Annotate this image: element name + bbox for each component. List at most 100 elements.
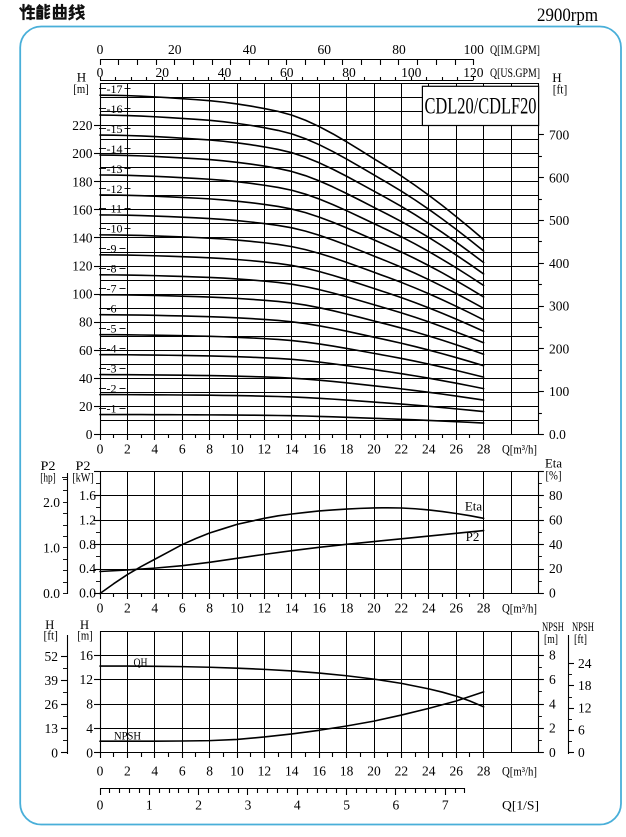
svg-text:24: 24: [422, 442, 436, 457]
svg-text:-5: -5: [107, 322, 117, 336]
svg-text:52: 52: [45, 649, 59, 664]
svg-text:39: 39: [45, 673, 59, 688]
svg-text:Q[1/S]: Q[1/S]: [502, 799, 539, 813]
svg-text:-4: -4: [107, 342, 117, 356]
svg-text:4: 4: [151, 442, 158, 457]
svg-text:100: 100: [549, 384, 570, 399]
svg-text:100: 100: [401, 65, 422, 80]
svg-text:24: 24: [422, 764, 436, 779]
svg-text:2: 2: [124, 764, 131, 779]
svg-text:700: 700: [549, 128, 570, 143]
svg-text:8: 8: [86, 697, 93, 712]
svg-text:6: 6: [179, 764, 186, 779]
svg-text:6: 6: [578, 723, 585, 738]
svg-text:60: 60: [79, 343, 93, 358]
svg-text:60: 60: [280, 65, 294, 80]
svg-text:20: 20: [168, 42, 182, 57]
svg-text:2900rpm: 2900rpm: [537, 5, 598, 26]
svg-text:H: H: [45, 618, 54, 632]
svg-text:2: 2: [195, 798, 202, 813]
svg-text:180: 180: [72, 174, 93, 189]
svg-text:26: 26: [449, 764, 463, 779]
svg-text:26: 26: [449, 601, 463, 616]
svg-text:0: 0: [86, 745, 93, 760]
svg-text:0.8: 0.8: [79, 537, 96, 552]
svg-text:0.0: 0.0: [79, 586, 96, 601]
svg-text:6: 6: [179, 601, 186, 616]
svg-text:4: 4: [151, 764, 158, 779]
svg-text:20: 20: [367, 442, 381, 457]
svg-text:22: 22: [395, 764, 409, 779]
svg-text:300: 300: [549, 299, 570, 314]
svg-text:140: 140: [72, 231, 93, 246]
svg-text:5: 5: [343, 798, 350, 813]
svg-text:-9: -9: [107, 242, 117, 256]
svg-text:1.2: 1.2: [79, 512, 96, 527]
svg-text:12: 12: [80, 672, 94, 687]
svg-text:100: 100: [72, 287, 93, 302]
svg-text:0.4: 0.4: [79, 561, 96, 576]
svg-text:-7: -7: [107, 282, 117, 296]
svg-text:-16: -16: [107, 102, 123, 116]
svg-text:-11: -11: [107, 202, 123, 216]
svg-text:60: 60: [317, 42, 331, 57]
svg-text:40: 40: [218, 65, 232, 80]
svg-text:[ft]: [ft]: [574, 632, 587, 646]
svg-text:26: 26: [45, 697, 59, 712]
svg-text:1.0: 1.0: [43, 540, 60, 555]
svg-text:6: 6: [549, 672, 556, 687]
svg-text:40: 40: [549, 537, 563, 552]
svg-text:4: 4: [86, 721, 93, 736]
svg-text:0: 0: [97, 442, 104, 457]
svg-text:16: 16: [312, 442, 326, 457]
svg-text:-1: -1: [107, 401, 117, 415]
svg-text:220: 220: [72, 118, 93, 133]
svg-text:26: 26: [449, 442, 463, 457]
svg-text:80: 80: [392, 42, 406, 57]
svg-text:18: 18: [340, 442, 354, 457]
svg-text:1: 1: [146, 798, 153, 813]
svg-text:-6: -6: [107, 302, 117, 316]
svg-text:14: 14: [285, 764, 299, 779]
svg-text:0: 0: [86, 427, 93, 442]
svg-text:[m]: [m]: [73, 81, 89, 96]
svg-text:12: 12: [258, 601, 272, 616]
svg-text:28: 28: [477, 764, 491, 779]
svg-text:2: 2: [124, 601, 131, 616]
svg-text:H: H: [77, 70, 86, 85]
svg-text:14: 14: [285, 601, 299, 616]
svg-text:80: 80: [342, 65, 356, 80]
svg-text:18: 18: [340, 764, 354, 779]
svg-text:0: 0: [97, 798, 104, 813]
svg-text:20: 20: [367, 601, 381, 616]
svg-text:20: 20: [367, 764, 381, 779]
svg-text:Q[IM.GPM]: Q[IM.GPM]: [490, 43, 540, 57]
svg-text:6: 6: [393, 798, 400, 813]
svg-text:[ft]: [ft]: [43, 629, 58, 643]
svg-text:18: 18: [578, 678, 592, 693]
svg-text:24: 24: [422, 601, 436, 616]
svg-text:-3: -3: [107, 361, 117, 375]
svg-text:[%]: [%]: [546, 469, 562, 483]
svg-text:4: 4: [294, 798, 301, 813]
svg-text:0: 0: [578, 745, 585, 760]
svg-text:NPSH: NPSH: [114, 729, 141, 743]
svg-text:6: 6: [179, 442, 186, 457]
svg-text:10: 10: [230, 442, 244, 457]
svg-text:20: 20: [79, 399, 93, 414]
svg-text:8: 8: [549, 648, 556, 663]
svg-text:22: 22: [395, 601, 409, 616]
svg-text:P2: P2: [76, 459, 91, 473]
svg-text:18: 18: [340, 601, 354, 616]
svg-text:[m]: [m]: [544, 632, 558, 646]
svg-text:0.0: 0.0: [549, 427, 566, 442]
svg-text:20: 20: [549, 561, 563, 576]
svg-text:QH: QH: [134, 655, 148, 669]
svg-text:Q[US.GPM]: Q[US.GPM]: [490, 66, 540, 80]
svg-text:24: 24: [578, 656, 592, 671]
svg-text:100: 100: [464, 42, 485, 57]
svg-text:0: 0: [97, 65, 104, 80]
svg-text:1.6: 1.6: [79, 488, 96, 503]
svg-text:H: H: [80, 618, 89, 632]
svg-text:0.0: 0.0: [43, 586, 60, 601]
